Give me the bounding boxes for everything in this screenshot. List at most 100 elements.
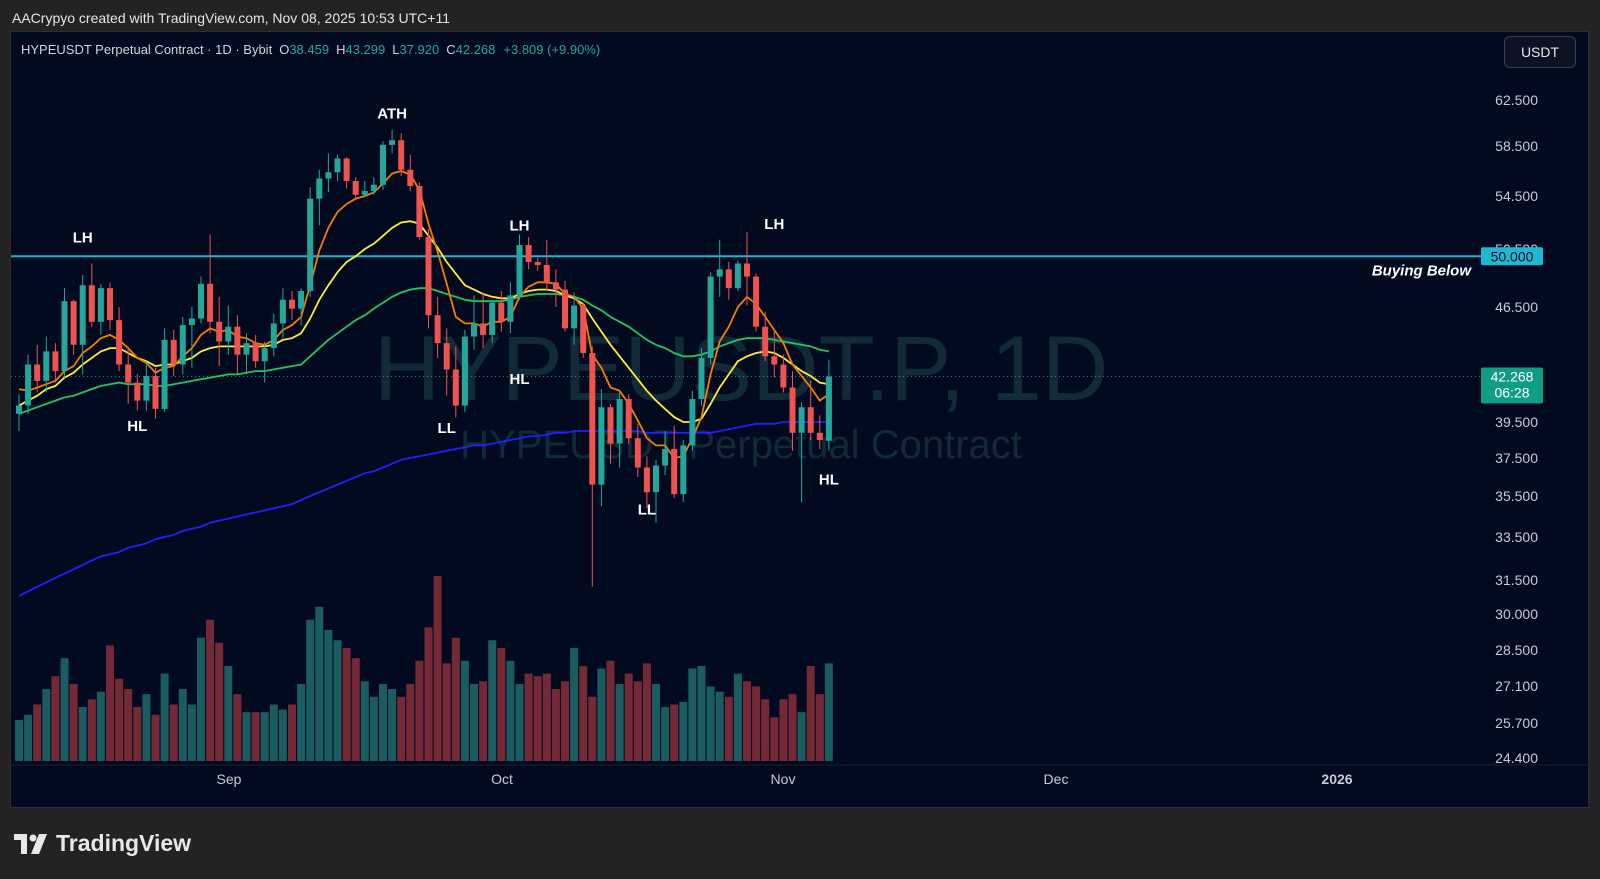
price-chart[interactable]: HYPEUSDT.P, 1D HYPEUSDT Perpetual Contra… xyxy=(11,32,1590,809)
volume-bar xyxy=(715,691,724,761)
time-tick-label: Dec xyxy=(1044,771,1069,787)
candle-body xyxy=(88,285,95,322)
candle-body xyxy=(225,326,232,342)
volume-bar xyxy=(160,673,169,761)
open-value: 38.459 xyxy=(289,42,330,57)
candle xyxy=(534,257,541,271)
currency-button[interactable]: USDT xyxy=(1504,36,1576,68)
candle-body xyxy=(771,356,778,365)
candle xyxy=(680,440,687,503)
tradingview-logo[interactable]: TradingView xyxy=(14,830,191,857)
annotation-label: LL xyxy=(638,501,656,518)
candle-body xyxy=(170,339,177,365)
candle xyxy=(289,291,295,321)
price-axis[interactable]: 62.50058.50054.50050.50046.50039.50037.5… xyxy=(1481,92,1543,766)
candle xyxy=(170,330,177,376)
candle xyxy=(88,263,95,327)
candle-body xyxy=(689,399,696,446)
candle-body xyxy=(616,399,623,444)
time-axis[interactable]: Sep Oct Nov Dec 2026 xyxy=(11,764,1590,787)
volume-bar xyxy=(242,712,251,761)
candle xyxy=(589,346,596,587)
volume-bar xyxy=(624,673,633,761)
price-tick-label: 30.000 xyxy=(1495,606,1538,622)
open-label: O xyxy=(279,42,290,57)
volume-bar xyxy=(251,712,260,761)
candle xyxy=(725,262,732,300)
candle-body xyxy=(152,376,159,409)
volume-bar xyxy=(761,699,770,761)
candle xyxy=(707,272,714,365)
candle xyxy=(825,359,832,451)
volume-bar xyxy=(96,691,105,761)
volume-bar xyxy=(424,627,433,761)
candle xyxy=(734,260,741,292)
volume-bar xyxy=(806,665,815,761)
low-value: 37.920 xyxy=(399,42,440,57)
last-price-tag xyxy=(1481,367,1543,404)
candle-body xyxy=(471,323,477,337)
volume-bar xyxy=(779,699,788,761)
volume-bar xyxy=(679,701,688,761)
low-label: L xyxy=(392,42,400,57)
candle xyxy=(643,456,650,509)
candle-body xyxy=(207,283,214,322)
volume-bar xyxy=(351,658,360,761)
volume-bar xyxy=(342,647,351,761)
volume-bar xyxy=(460,660,469,761)
volume-bar xyxy=(369,696,378,761)
candle xyxy=(125,346,132,404)
candle xyxy=(789,371,796,451)
high-label: H xyxy=(336,42,346,57)
candle xyxy=(689,390,696,451)
candle-body xyxy=(498,302,505,322)
candle-body xyxy=(707,276,714,358)
last-price-tag-value: 42.268 xyxy=(1491,369,1534,385)
candle xyxy=(97,283,104,335)
candle-body xyxy=(298,291,305,309)
candle xyxy=(653,459,659,523)
volume-bar xyxy=(151,714,160,761)
chart-panel[interactable]: HYPEUSDT.P, 1D HYPEUSDT Perpetual Contra… xyxy=(10,31,1590,809)
candle xyxy=(116,307,123,372)
volume-bar xyxy=(206,619,215,761)
candle-body xyxy=(416,186,423,238)
candle xyxy=(607,403,614,464)
level-lines: Buying Below xyxy=(11,255,1481,378)
candle xyxy=(325,153,332,193)
candle-body xyxy=(161,339,168,409)
candle-body xyxy=(107,288,113,321)
ohlc-legend: HYPEUSDT Perpetual Contract · 1D · Bybit… xyxy=(21,42,600,57)
price-tick-label: 35.500 xyxy=(1495,488,1538,504)
candle-body xyxy=(370,184,377,191)
candle xyxy=(61,288,68,378)
volume-bar xyxy=(815,694,824,761)
volume-bar xyxy=(142,694,151,761)
volume-bar xyxy=(288,704,296,761)
volume-bar xyxy=(315,606,324,761)
watermark-subtitle: HYPEUSDT Perpetual Contract xyxy=(460,423,1022,467)
volume-bar xyxy=(324,629,333,761)
level-price-tag-label: 50.000 xyxy=(1491,248,1534,264)
candle xyxy=(816,415,823,449)
tradingview-logo-icon xyxy=(14,833,47,854)
candle xyxy=(753,273,760,332)
candle xyxy=(616,392,623,468)
candle xyxy=(152,367,159,419)
candle-body xyxy=(179,325,186,365)
price-tick-label: 54.500 xyxy=(1495,188,1538,204)
candle xyxy=(598,389,605,507)
candle xyxy=(489,299,496,344)
candle xyxy=(571,292,578,345)
volume-bar xyxy=(497,647,506,761)
volume-bar xyxy=(215,642,224,761)
candle xyxy=(562,280,568,332)
annotation-label: LH xyxy=(764,216,784,233)
candle xyxy=(471,295,477,350)
volume-bar xyxy=(87,699,96,761)
candle xyxy=(662,431,669,476)
candle-body xyxy=(198,283,204,319)
candle-body xyxy=(234,326,241,355)
volume-bar xyxy=(615,683,624,761)
volume-bar xyxy=(106,645,114,761)
